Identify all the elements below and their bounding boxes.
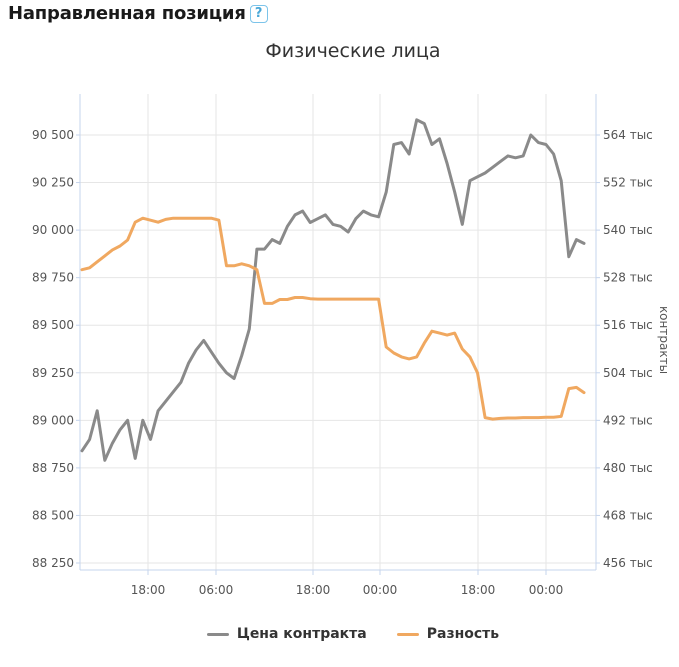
y-right-tick-label: 480 тыс: [603, 461, 653, 475]
legend-label-diff: Разность: [426, 626, 500, 642]
legend-label-price: Цена контракта: [236, 626, 367, 642]
y-right-tick-label: 564 тыс: [603, 128, 653, 142]
chart-title: Физические лица: [265, 40, 441, 62]
x-tick-label: 06:00: [199, 583, 234, 597]
x-tick-label: 18:00: [461, 583, 496, 597]
y-left-tick-label: 90 250: [32, 176, 74, 190]
x-tick-label: 18:00: [131, 583, 166, 597]
y-right-tick-label: 540 тыс: [603, 223, 653, 237]
legend: Цена контракта Разность: [0, 626, 679, 642]
y-right-tick-label: 456 тыс: [603, 556, 653, 570]
y-right-tick-label: 516 тыс: [603, 318, 653, 332]
y-left-tick-label: 89 750: [32, 271, 74, 285]
y-left-tick-label: 88 250: [32, 556, 74, 570]
y-right-tick-label: 552 тыс: [603, 176, 653, 190]
y-right-tick-label: 504 тыс: [603, 366, 653, 380]
y-left-tick-label: 88 750: [32, 461, 74, 475]
page-header: Направленная позиция ?: [8, 3, 268, 24]
legend-item-price[interactable]: Цена контракта: [206, 626, 367, 642]
y-left-tick-label: 89 500: [32, 318, 74, 332]
page-title: Направленная позиция: [8, 3, 246, 24]
y-right-tick-label: 468 тыс: [603, 508, 653, 522]
x-tick-label: 00:00: [529, 583, 564, 597]
y-left-tick-label: 88 500: [32, 508, 74, 522]
y-left-tick-label: 90 000: [32, 223, 74, 237]
legend-item-diff[interactable]: Разность: [396, 626, 500, 642]
y-left-tick-label: 89 250: [32, 366, 74, 380]
y-left-tick-label: 90 500: [32, 128, 74, 142]
series-line-price[interactable]: [80, 118, 586, 462]
y-right-tick-label: 492 тыс: [603, 413, 653, 427]
help-icon[interactable]: ?: [249, 4, 268, 23]
legend-swatch-diff: [396, 632, 419, 636]
chart-area: 90 500 564 тыс 90 250 552 тыс 90 000 540 тыс 8…: [32, 94, 671, 597]
y-left-tick-label: 89 000: [32, 413, 74, 427]
x-tick-label: 18:00: [296, 583, 331, 597]
x-tick-label: 00:00: [363, 583, 398, 597]
legend-swatch-price: [206, 632, 229, 636]
series-line-diff[interactable]: [80, 216, 586, 421]
y-right-axis-title: контракты: [657, 306, 671, 374]
y-right-tick-label: 528 тыс: [603, 271, 653, 285]
